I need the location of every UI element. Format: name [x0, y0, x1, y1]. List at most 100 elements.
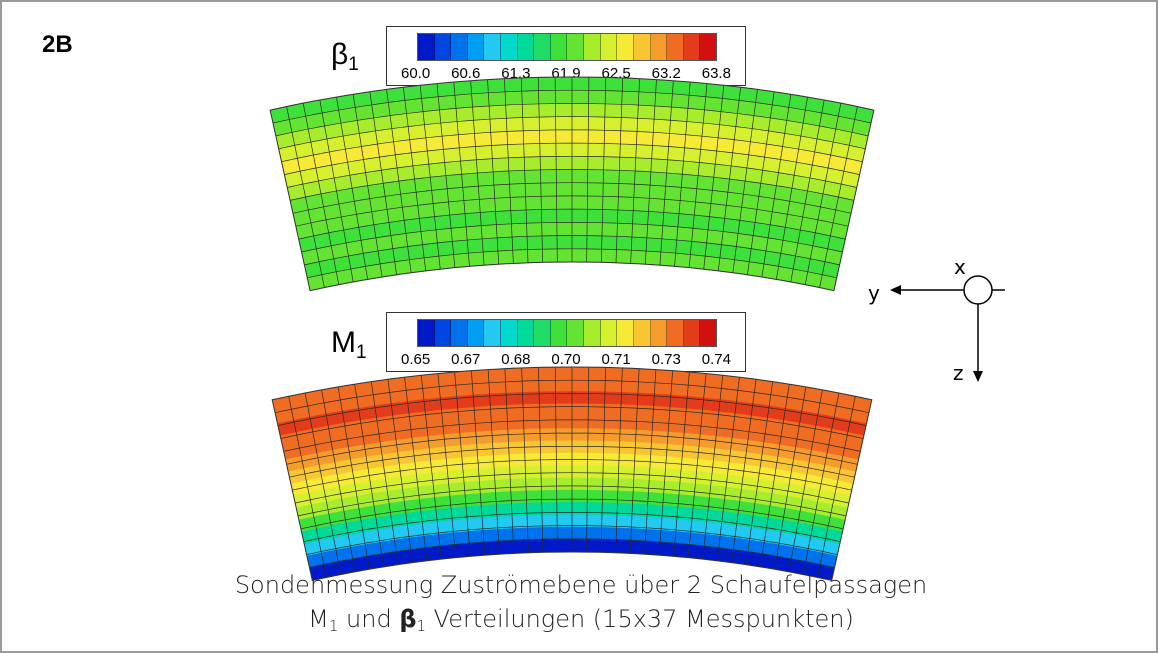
mach-grid-circumferential	[309, 538, 835, 568]
colorbar-segment	[534, 34, 551, 60]
beta-colorbar-ticks: 60.0 60.6 61.3 61.9 62.5 63.2 63.8	[401, 65, 731, 82]
beta-grid-circumferential	[298, 208, 846, 240]
colorbar-segment	[418, 320, 435, 346]
mach-band	[272, 367, 872, 418]
mach-band	[277, 489, 867, 538]
colorbar-segment	[467, 320, 485, 346]
mach-band	[280, 502, 864, 550]
beta-grid-circumferential	[284, 142, 860, 175]
colorbar-segment	[451, 320, 468, 346]
mach-grid-circumferential	[283, 419, 861, 452]
colorbar-segment	[633, 34, 651, 60]
colorbar-segment	[667, 320, 684, 346]
mach-subscript: 1	[356, 342, 367, 363]
colorbar-segment	[633, 320, 651, 346]
beta-sector-outline	[269, 76, 875, 292]
y-axis-arrowhead	[890, 285, 901, 295]
beta-band	[283, 235, 861, 284]
mach-legend: 0.65 0.67 0.68 0.70 0.71 0.73 0.74	[386, 312, 746, 372]
mach-band	[272, 391, 872, 442]
beta-band	[270, 102, 874, 155]
y-axis-label: y	[868, 281, 880, 305]
mach-band	[288, 539, 856, 581]
beta-grid-circumferential	[295, 195, 849, 227]
colorbar-segment	[434, 34, 452, 60]
beta-tick: 63.2	[651, 65, 681, 82]
beta-band	[270, 116, 874, 168]
colorbar-segment	[451, 34, 468, 60]
beta-grid-circumferential	[281, 129, 863, 163]
mach-tick: 0.73	[651, 351, 681, 368]
panel-label: 2B	[42, 31, 73, 58]
colorbar-segment	[517, 320, 535, 346]
beta-band	[286, 248, 858, 291]
colorbar-segment	[700, 320, 716, 346]
beta-colorbar	[417, 33, 717, 61]
x-axis-circle-icon	[963, 275, 993, 305]
colorbar-segment	[584, 34, 601, 60]
colorbar-segment	[700, 34, 716, 60]
beta-tick: 60.6	[451, 65, 481, 82]
beta-grid-circumferential	[301, 222, 843, 253]
colorbar-segment	[617, 34, 634, 60]
mach-grid-circumferential	[289, 445, 855, 478]
colorbar-segment	[434, 320, 452, 346]
beta-band	[270, 169, 874, 219]
colorbar-segment	[567, 320, 585, 346]
z-axis-arrowhead	[973, 371, 983, 382]
colorbar-segment	[683, 320, 701, 346]
beta-grid-circumferential	[307, 248, 837, 279]
beta-band	[270, 142, 874, 194]
beta-band	[277, 208, 867, 258]
coordinate-system: x y z	[868, 255, 1005, 385]
beta-grid-circumferential	[292, 182, 852, 214]
beta-plot-label: β1	[331, 38, 359, 76]
mach-symbol: M	[331, 326, 356, 359]
colorbar-segment	[600, 320, 618, 346]
mach-band	[272, 440, 872, 490]
colorbar-segment	[617, 320, 634, 346]
mach-tick: 0.65	[401, 351, 431, 368]
beta-band	[270, 155, 874, 206]
colorbar-segment	[501, 320, 518, 346]
figure-caption: Sondenmessung Zuströmebene über 2 Schauf…	[2, 568, 1158, 643]
mach-colorbar-ticks: 0.65 0.67 0.68 0.70 0.71 0.73 0.74	[401, 351, 731, 368]
colorbar-segment	[650, 320, 668, 346]
mach-band	[272, 452, 872, 502]
colorbar-segment	[600, 34, 618, 60]
mach-grid-circumferential	[303, 512, 841, 543]
mach-tick: 0.71	[601, 351, 631, 368]
colorbar-segment	[667, 34, 684, 60]
colorbar-segment	[550, 34, 568, 60]
colorbar-segment	[484, 34, 502, 60]
mach-plot-label: M1	[331, 326, 367, 364]
mach-band	[274, 477, 870, 526]
mach-tick: 0.74	[701, 351, 731, 368]
mach-grid-circumferential	[280, 406, 864, 439]
colorbar-segment	[418, 34, 435, 60]
mach-band	[272, 465, 872, 514]
mach-band	[286, 526, 858, 574]
caption-line-2: M1 und β1 Verteilungen (15x37 Messpunkte…	[308, 605, 854, 635]
mach-band	[272, 378, 872, 430]
mach-tick: 0.70	[551, 351, 581, 368]
mach-grid-circumferential	[292, 459, 852, 491]
colorbar-segment	[584, 320, 601, 346]
mach-tick: 0.68	[501, 351, 531, 368]
beta-grid-circumferential	[275, 103, 869, 137]
mach-grid-circumferential	[300, 498, 844, 530]
mach-grid-circumferential	[277, 393, 867, 426]
x-axis-label: x	[954, 255, 966, 279]
beta-band	[280, 221, 864, 271]
beta-band	[270, 89, 874, 142]
mach-grid-circumferential	[295, 472, 849, 504]
mach-band	[272, 428, 872, 478]
z-axis-label: z	[953, 361, 964, 385]
beta-contour-sector	[270, 77, 874, 291]
colorbar-segment	[467, 34, 485, 60]
mach-colorbar	[417, 319, 717, 347]
colorbar-segment	[550, 320, 568, 346]
mach-band	[283, 514, 861, 562]
